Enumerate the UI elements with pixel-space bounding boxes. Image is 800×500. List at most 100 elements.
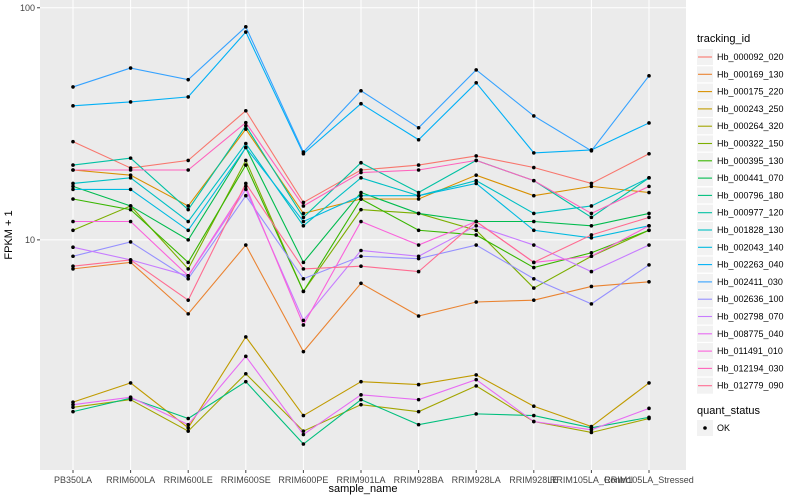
point <box>589 269 594 274</box>
point <box>301 276 306 281</box>
point <box>532 211 536 216</box>
point <box>416 190 421 195</box>
point <box>647 228 651 233</box>
x-tick-label: RRIM600LE <box>164 475 213 485</box>
point <box>128 240 133 244</box>
point <box>532 243 536 247</box>
point <box>647 74 651 78</box>
x-tick-label: RRIM105LA_Control <box>550 475 633 485</box>
point <box>128 219 133 224</box>
point <box>186 158 190 163</box>
point <box>71 254 75 259</box>
point <box>301 223 306 228</box>
point <box>474 373 479 377</box>
point <box>244 371 248 376</box>
point <box>186 267 190 271</box>
point <box>244 335 248 339</box>
point <box>244 127 248 131</box>
point <box>647 211 651 216</box>
legend-label: Hb_000796_180 <box>717 190 784 200</box>
point <box>186 219 190 224</box>
point <box>589 427 594 432</box>
legend-label: Hb_000264_320 <box>717 121 784 131</box>
point <box>128 258 133 262</box>
legend-label: Hb_002411_030 <box>717 277 783 287</box>
point <box>416 197 421 201</box>
point <box>647 190 651 195</box>
point <box>647 184 651 189</box>
point <box>416 397 421 402</box>
point <box>359 160 363 165</box>
point <box>532 286 536 290</box>
point <box>186 429 190 433</box>
point <box>301 323 306 327</box>
point <box>647 215 651 220</box>
point <box>647 121 651 125</box>
point <box>186 228 190 233</box>
point <box>71 104 75 108</box>
point <box>589 184 594 189</box>
y-tick-label: 100 <box>20 3 35 13</box>
point <box>359 88 363 93</box>
point <box>128 173 133 177</box>
point <box>359 248 363 253</box>
x-tick-label: RRIM600LA <box>106 475 155 485</box>
y-axis-title: FPKM + 1 <box>3 210 15 259</box>
point <box>474 158 479 163</box>
point <box>186 207 190 212</box>
point <box>647 381 651 385</box>
point <box>71 184 75 189</box>
point <box>474 178 479 183</box>
point <box>244 158 248 163</box>
point <box>244 30 248 34</box>
point <box>301 442 306 446</box>
legend-label: Hb_011491_010 <box>717 346 783 356</box>
point <box>647 223 651 228</box>
point <box>359 393 363 397</box>
point <box>359 193 363 198</box>
point <box>589 254 594 259</box>
point <box>532 114 536 118</box>
point <box>244 193 248 198</box>
point <box>186 276 190 281</box>
point <box>71 168 75 172</box>
point <box>474 377 479 382</box>
point <box>589 233 594 237</box>
point <box>589 148 594 153</box>
legend-title: tracking_id <box>697 33 750 45</box>
panel <box>40 0 686 470</box>
point <box>474 384 479 388</box>
point <box>359 379 363 384</box>
point <box>186 238 190 242</box>
point <box>359 170 363 175</box>
point <box>128 381 133 385</box>
point <box>71 85 75 89</box>
point <box>244 243 248 247</box>
x-tick-label: RRIM928LA <box>452 475 501 485</box>
point <box>474 219 479 224</box>
point <box>71 139 75 144</box>
y-tick-label: 10 <box>25 235 35 245</box>
point <box>128 187 133 192</box>
point <box>128 66 133 70</box>
point <box>474 173 479 177</box>
x-tick-label: RRIM928BA <box>394 475 444 485</box>
point <box>244 379 248 384</box>
x-tick-label: RRIM901LA <box>336 475 385 485</box>
point <box>589 302 594 306</box>
point <box>647 151 651 156</box>
legend-label: Hb_012779_090 <box>717 381 784 391</box>
point <box>244 120 248 125</box>
point <box>71 219 75 224</box>
point <box>416 243 421 247</box>
legend-label: OK <box>717 423 730 433</box>
point <box>416 422 421 427</box>
legend-label: Hb_001828_130 <box>717 225 784 235</box>
x-tick-label: RRIM600PE <box>278 475 328 485</box>
point <box>589 250 594 255</box>
point <box>647 415 651 420</box>
point <box>71 197 75 201</box>
point <box>301 215 306 220</box>
point <box>128 204 133 208</box>
